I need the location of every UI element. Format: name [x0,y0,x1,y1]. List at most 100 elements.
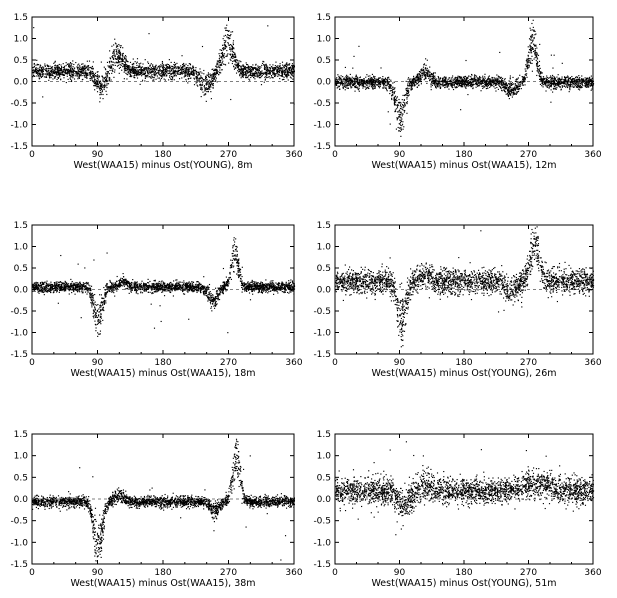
data-point [192,73,194,75]
data-point [149,71,151,73]
data-point [85,72,87,74]
data-point [573,86,576,88]
data-point [511,91,513,93]
data-point [392,91,394,94]
data-point [397,104,399,106]
data-point [78,68,80,70]
data-point [205,84,208,86]
data-point [216,62,218,64]
data-point [209,79,211,81]
data-point [41,71,43,73]
data-point [162,66,165,68]
data-point [394,102,396,104]
data-point [460,84,462,86]
data-point [100,61,102,63]
data-point [190,69,193,71]
data-point [285,70,287,72]
data-point [85,70,87,72]
data-point [556,76,558,78]
data-point [427,73,429,75]
data-point [532,26,534,28]
data-point [164,69,166,71]
data-point [98,87,100,89]
data-point [533,29,535,31]
data-point [138,66,140,69]
data-point [232,42,234,44]
data-point [444,81,446,83]
data-point [370,86,372,88]
data-point [336,82,338,84]
data-point [472,85,474,87]
data-point [384,78,386,80]
data-point [440,81,442,83]
data-point [469,80,472,82]
data-point [367,82,369,84]
data-point [181,55,183,57]
data-point [520,82,522,84]
data-point [373,83,375,86]
data-point [207,74,209,76]
data-point [277,72,279,74]
data-point [57,66,60,68]
data-point [497,77,499,79]
data-point [112,58,114,60]
data-point [247,66,249,68]
data-point [183,72,185,74]
data-point [410,85,412,87]
data-point [498,81,500,83]
data-point [573,80,575,82]
data-point [527,67,529,69]
data-point [52,72,54,74]
data-point [467,82,469,84]
data-point [288,71,290,73]
data-point [41,72,43,74]
data-point [485,81,487,83]
data-point [158,74,161,76]
data-point [290,68,292,70]
data-point [533,36,535,39]
data-point [159,69,161,71]
data-point [89,72,91,74]
data-point [33,66,35,68]
data-point [292,78,294,80]
data-point [183,72,185,74]
data-point [196,84,198,86]
data-point [489,83,491,86]
data-point [412,78,415,80]
data-point [373,81,375,84]
data-point [540,72,542,74]
data-point [530,49,532,52]
data-point [166,63,168,65]
data-point [280,67,282,70]
data-point [93,80,95,82]
data-point [98,82,101,84]
data-point [184,65,186,67]
data-point [487,87,489,89]
data-point [259,67,261,70]
data-point [230,48,232,50]
data-point [51,66,54,68]
data-point [250,76,252,79]
data-point [542,86,544,88]
data-point [443,77,445,79]
data-point [345,75,347,78]
data-point [577,88,580,90]
data-point [179,69,182,71]
data-point [508,94,510,96]
data-point [237,63,240,66]
data-point [391,97,393,99]
data-point [446,82,449,84]
data-point [438,81,441,83]
data-point [581,81,583,84]
data-point [223,44,225,46]
data-point [48,69,50,71]
data-point [152,65,154,67]
data-point [230,98,232,101]
data-point [249,70,251,72]
data-point [200,77,202,79]
data-point [98,76,101,78]
data-point [254,66,256,69]
data-point [336,82,338,84]
data-point [216,64,218,66]
data-point [343,82,345,85]
